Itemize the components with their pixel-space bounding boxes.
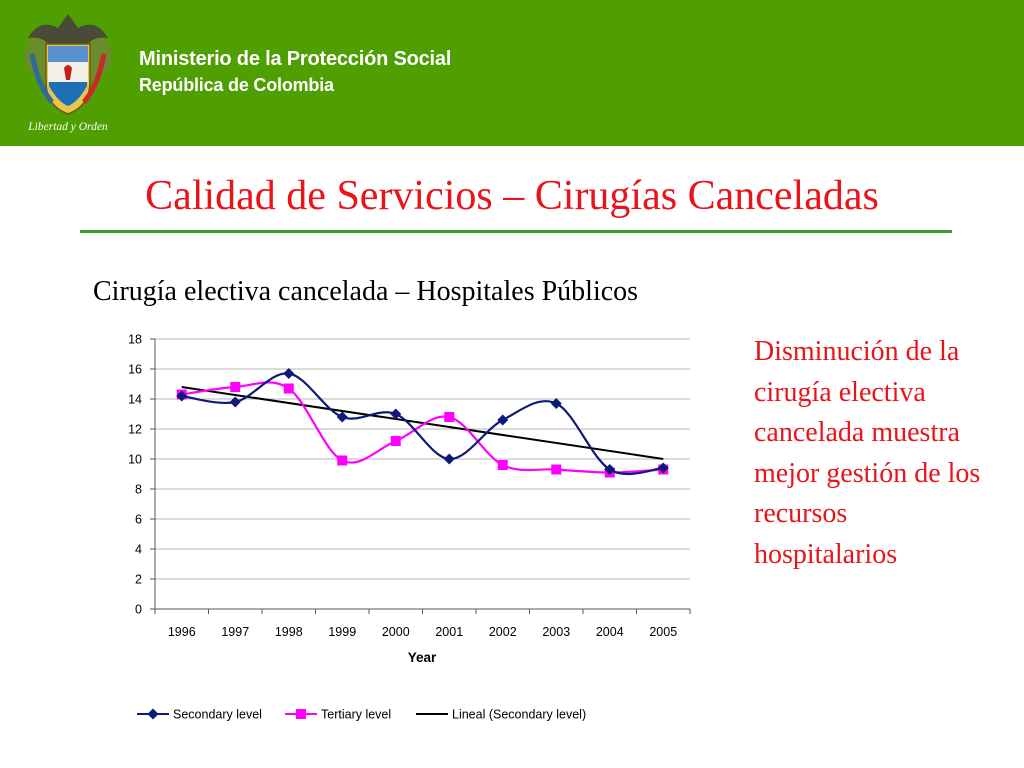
crest-motto-text: Libertad y Orden [27, 121, 108, 133]
chart-title: Cirugía electiva cancelada – Hospitales … [93, 276, 639, 307]
data-point-square [337, 455, 348, 466]
data-point-diamond [390, 408, 402, 420]
coat-of-arms-icon: Libertad y Orden [24, 14, 112, 133]
legend-item-secondary: Secondary level [137, 708, 262, 722]
y-tick-label: 16 [128, 363, 142, 377]
data-point-diamond [604, 464, 616, 475]
x-tick-label: 2002 [489, 625, 517, 639]
data-point-diamond [229, 396, 241, 408]
x-tick-label: 2000 [382, 625, 410, 639]
chart-grid [155, 338, 690, 580]
x-axis-title: Year [408, 650, 437, 665]
y-tick-label: 6 [135, 513, 142, 527]
data-point-diamond [283, 368, 295, 379]
legend-label: Secondary level [173, 708, 262, 722]
x-tick-label: 2001 [435, 625, 463, 639]
data-point-square [230, 382, 241, 392]
data-point-square [390, 436, 401, 446]
x-tick-label: 1997 [221, 625, 249, 639]
x-tick-label: 1996 [168, 625, 196, 639]
legend-label: Tertiary level [321, 708, 391, 722]
ministry-name: Ministerio de la Protección Social Repúb… [139, 46, 451, 98]
x-tick-label: 2005 [649, 625, 677, 639]
data-point-square [551, 464, 562, 475]
data-point-square [444, 412, 455, 422]
ministry-line-2: República de Colombia [139, 75, 334, 95]
data-point-diamond [336, 411, 348, 423]
data-point-square [296, 709, 306, 719]
chart-series [176, 368, 669, 478]
series-secondary-level [176, 368, 669, 475]
x-tick-label: 1999 [328, 625, 356, 639]
legend-item-tertiary: Tertiary level [285, 708, 391, 722]
ministry-line-1: Ministerio de la Protección Social [139, 48, 452, 70]
chart-legend: Secondary level Tertiary level Lineal (Sec… [137, 708, 586, 722]
data-point-diamond [443, 453, 455, 465]
x-tick-label: 2004 [596, 625, 624, 639]
y-tick-label: 4 [135, 543, 142, 557]
y-tick-label: 0 [135, 603, 142, 617]
data-point-diamond [657, 462, 669, 474]
y-tick-label: 18 [128, 333, 142, 347]
legend-item-trendline: Lineal (Secondary level) [416, 708, 586, 722]
trendline [181, 386, 664, 460]
data-point-diamond [147, 708, 159, 720]
title-divider [80, 230, 952, 233]
chart-axes: 0 2 4 6 8 10 12 14 16 18 1996 1997 1998 1999 2000 2001 2… [128, 333, 691, 639]
y-tick-label: 12 [128, 423, 142, 437]
y-tick-label: 8 [135, 483, 142, 497]
y-tick-label: 2 [135, 573, 142, 587]
series-line [181, 372, 664, 475]
data-point-diamond [550, 398, 562, 409]
data-point-diamond [176, 390, 188, 402]
x-tick-label: 1998 [275, 625, 303, 639]
header-bar: Libertad y Orden Ministerio de la Protec… [0, 0, 1024, 146]
data-point-square [283, 383, 294, 394]
data-point-square [497, 460, 508, 470]
legend-label: Lineal (Secondary level) [452, 708, 586, 722]
conclusion-note: Disminución de la cirugía electiva cance… [754, 336, 981, 570]
data-point-diamond [497, 414, 509, 426]
x-tick-label: 2003 [542, 625, 570, 639]
y-tick-label: 14 [128, 393, 142, 407]
y-tick-label: 10 [128, 453, 142, 467]
trendline-line [181, 386, 664, 460]
slide-title: Calidad de Servicios – Cirugías Cancelad… [145, 173, 879, 219]
